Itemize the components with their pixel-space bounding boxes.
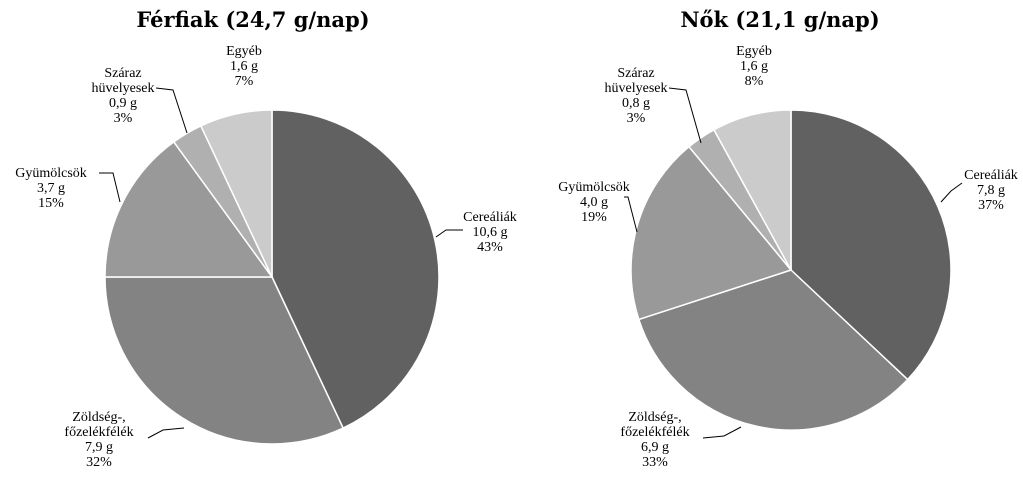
leader-line <box>702 426 742 439</box>
slice-label: Zöldség-, főzelékfélék 6,9 g 33% <box>620 410 689 470</box>
leader-line <box>668 87 702 144</box>
pie-slice-5 <box>712 109 792 271</box>
leader-line <box>99 172 121 203</box>
slice-label: Gyümölcsök 4,0 g 19% <box>558 180 630 225</box>
slice-label: Zöldség-, főzelékfélék 7,9 g 32% <box>64 410 133 470</box>
leader-line <box>435 229 463 238</box>
slice-label: Gyümölcsök 3,7 g 15% <box>15 166 87 211</box>
pie-chart-2: Nők (21,1 g/nap) Cereáliák 7,8 g 37% Zöldség… <box>558 7 1018 470</box>
leader-line <box>940 182 963 203</box>
pie-slice-3 <box>630 145 793 321</box>
pie-slice-2 <box>104 276 345 445</box>
pie-slice-1 <box>271 109 440 430</box>
slice-label: Cereáliák 7,8 g 37% <box>964 168 1018 213</box>
pie-slice-3 <box>104 140 274 278</box>
pie-chart-1: Férfiak (24,7 g/nap) Cereáliák 10,6 g 43% Zö… <box>15 7 517 470</box>
pie-slice-5 <box>199 109 273 278</box>
leader-line <box>147 427 185 439</box>
pie-slice-2 <box>637 269 909 431</box>
leader-line <box>155 87 188 134</box>
slice-label: Száraz hüvelyesek 0,9 g 3% <box>92 66 155 126</box>
leader-line <box>624 196 638 233</box>
slice-label: Száraz hüvelyesek 0,8 g 3% <box>605 66 668 126</box>
slice-label: Cereáliák 10,6 g 43% <box>463 210 517 255</box>
slice-label: Egyéb 1,6 g 7% <box>226 44 262 89</box>
chart-title: Nők (21,1 g/nap) <box>680 7 879 32</box>
chart-title: Férfiak (24,7 g/nap) <box>136 7 369 32</box>
pie-slice-1 <box>790 109 952 381</box>
slice-label: Egyéb 1,6 g 8% <box>736 44 772 89</box>
